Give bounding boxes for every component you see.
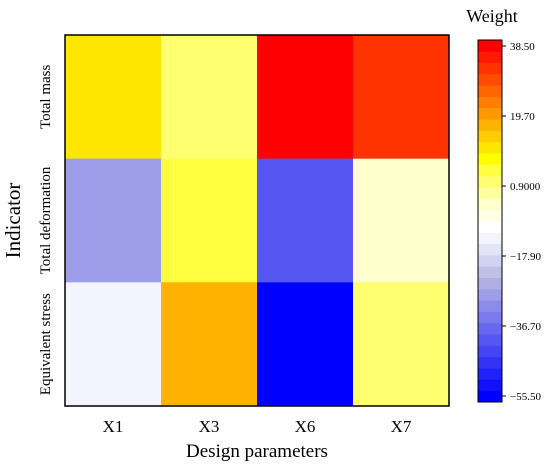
colorbar-tick-label: 0.9000 [510,181,541,193]
colorbar-tick-label: −55.50 [510,391,541,403]
heatmap-cell [161,282,258,407]
colorbar-swatch [478,254,502,267]
colorbar-swatch [478,322,502,335]
colorbar-swatch [478,119,502,131]
y-tick-label: Total mass [38,64,54,129]
x-tick-label: X6 [295,417,316,436]
colorbar-tick-label: 38.50 [510,41,535,53]
colorbar-swatch [478,379,502,392]
colorbar-swatch [478,164,502,177]
colorbar-swatch [478,96,502,109]
heatmap-cell [161,35,258,160]
y-axis-label: Indicator [1,183,25,259]
colorbar-tick-label: −36.70 [510,321,541,333]
x-tick-label: X1 [103,417,124,436]
colorbar-title: Weight [466,6,518,26]
heatmap-cell [353,35,450,160]
heatmap-cell [257,282,354,407]
heatmap-cell [65,158,162,283]
colorbar-swatch [478,368,502,380]
y-tick-label: Equivalent stress [38,293,54,395]
colorbar-swatch [478,277,502,290]
colorbar-swatch [478,141,502,154]
colorbar-swatch [478,390,502,403]
x-tick-label: X3 [199,417,220,436]
colorbar-swatch [478,232,502,245]
heatmap-cells [65,35,450,407]
colorbar-swatch [478,311,502,324]
heatmap-cell [65,35,162,160]
colorbar-swatch [478,198,502,211]
colorbar-swatch [478,153,502,165]
y-tick-labels: Total mass Total deformation Equivalent st… [38,64,54,395]
colorbar-swatch [478,345,502,358]
colorbar-swatch [478,40,502,52]
colorbar-swatch [478,334,502,346]
colorbar-swatch [478,266,502,278]
colorbar-tick-labels: 38.50 19.70 0.9000 −17.90 −36.70 −55.50 [502,41,541,403]
heatmap-cell [161,158,258,283]
plot-frame [64,34,450,407]
colorbar-swatch [478,356,502,369]
colorbar-swatch [478,175,502,188]
colorbar-frame [477,39,503,403]
heatmap-cell [257,35,354,160]
x-tick-labels: X1 X3 X6 X7 [103,417,412,436]
heatmap-cell [257,158,354,283]
colorbar-swatch [478,187,502,199]
heatmap-cell [353,158,450,283]
colorbar-swatch [478,73,502,86]
colorbar-swatch [478,85,502,97]
colorbar-swatch [478,130,502,143]
y-tick-label: Total deformation [38,166,54,274]
heatmap-cell [353,282,450,407]
colorbar-swatch [478,107,502,120]
colorbar-swatch [478,209,502,222]
colorbar-tick-label: −17.90 [510,251,541,263]
colorbar-tick-label: 19.70 [510,111,535,123]
x-axis-label: Design parameters [186,441,328,462]
colorbar-swatch [478,51,502,64]
colorbar [478,40,502,403]
heatmap-cell [65,282,162,407]
colorbar-swatch [478,62,502,75]
colorbar-swatch [478,288,502,301]
colorbar-swatch [478,300,502,312]
colorbar-swatch [478,243,502,256]
x-tick-label: X7 [391,417,412,436]
colorbar-swatch [478,221,502,233]
